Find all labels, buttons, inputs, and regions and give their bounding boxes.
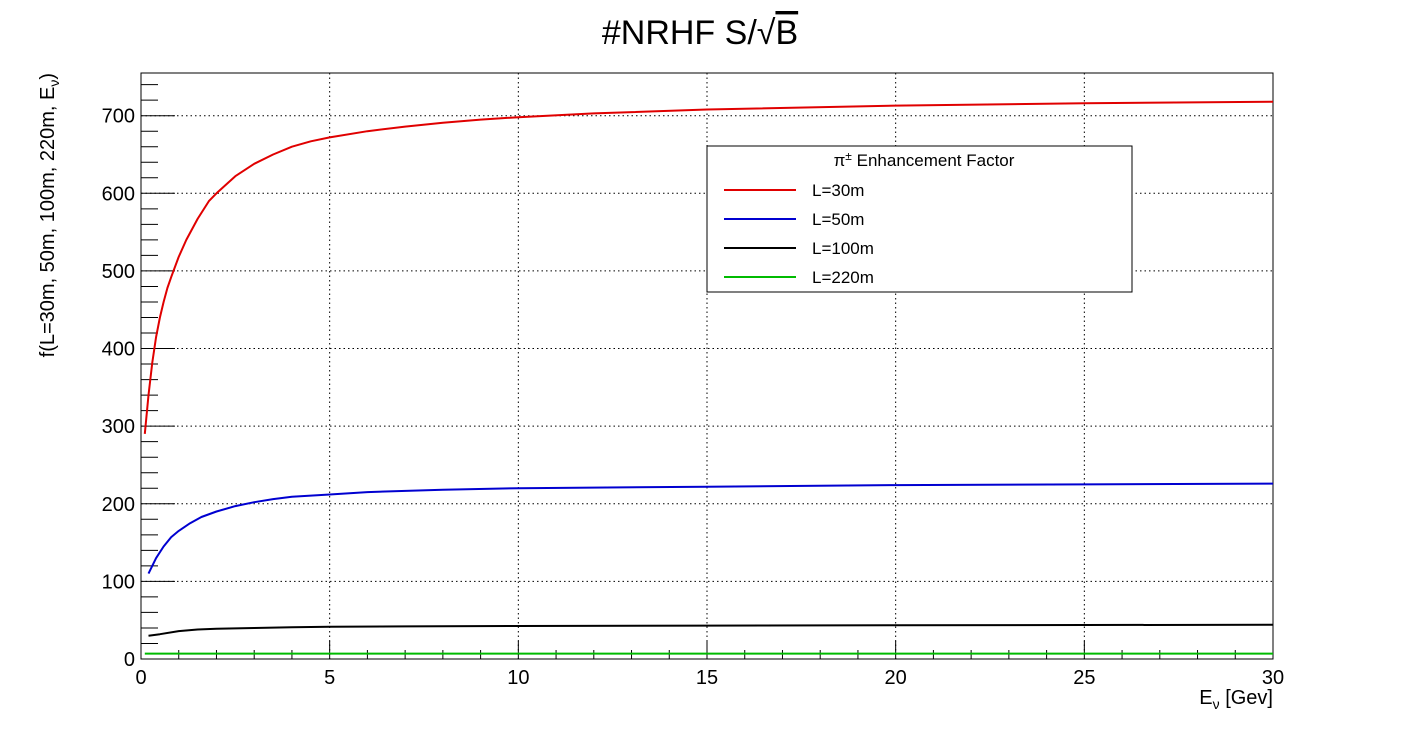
y-tick-label: 200 [102, 494, 135, 516]
x-tick-label: 5 [324, 667, 335, 689]
series-line-l-50m [147, 482, 1274, 575]
y-tick-label: 300 [102, 416, 135, 438]
legend-label-l-50m: L=50m [812, 210, 864, 229]
series-line-l-100m [148, 623, 1274, 637]
chart-title-prefix: #NRHF S/ [602, 14, 757, 52]
y-tick-label: 100 [102, 571, 135, 593]
x-axis-label-main: E [1199, 687, 1212, 709]
x-axis-label-unit: [Gev] [1220, 687, 1273, 709]
legend-header-pi: π [834, 151, 846, 170]
x-tick-label: 30 [1262, 667, 1284, 689]
legend-label-l-30m: L=30m [812, 181, 864, 200]
series-line-l-30m [143, 100, 1274, 434]
chart-title: #NRHF S/√B [602, 14, 798, 52]
grid-lines [141, 73, 1273, 659]
x-axis-label: Eν [Gev] [1199, 687, 1273, 712]
x-tick-label: 15 [696, 667, 718, 689]
chart-title-root: √ [757, 14, 776, 52]
legend: π± Enhancement Factor L=30mL=50mL=100mL=… [706, 145, 1133, 293]
y-tick-label: 700 [102, 106, 135, 128]
y-tick-label: 600 [102, 183, 135, 205]
y-tick-label: 500 [102, 261, 135, 283]
y-tick-label: 0 [124, 649, 135, 671]
legend-label-l-100m: L=100m [812, 239, 874, 258]
legend-header: π± Enhancement Factor [834, 149, 1015, 170]
x-tick-label: 25 [1073, 667, 1095, 689]
legend-header-pm: ± [845, 149, 852, 163]
legend-entries: L=30m L=50m L=100m L=220m [724, 181, 874, 287]
legend-label-l-220m: L=220m [812, 268, 874, 287]
x-axis-label-sub: ν [1213, 696, 1220, 712]
series-lines [143, 100, 1274, 655]
y-axis-label: f(L=30m, 50m, 100m, 220m, Eν) [37, 73, 62, 357]
y-axis-label-main: f(L=30m, 50m, 100m, 220m, E [37, 87, 59, 358]
x-tick-label: 0 [135, 667, 146, 689]
legend-header-text: Enhancement Factor [852, 151, 1015, 170]
x-tick-label: 20 [885, 667, 907, 689]
y-axis-label-close: ) [37, 73, 59, 80]
chart-title-radicand: B [775, 14, 798, 52]
y-tick-label: 400 [102, 339, 135, 361]
x-tick-label: 10 [507, 667, 529, 689]
y-axis-label-sub: ν [46, 80, 62, 87]
